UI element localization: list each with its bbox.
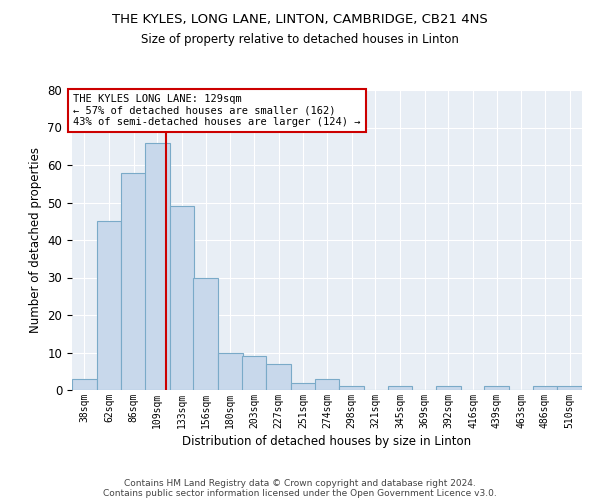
Bar <box>145 142 170 390</box>
Text: Size of property relative to detached houses in Linton: Size of property relative to detached ho… <box>141 32 459 46</box>
Bar <box>266 364 291 390</box>
Bar <box>340 386 364 390</box>
Bar <box>72 379 97 390</box>
Bar <box>242 356 266 390</box>
Text: Contains public sector information licensed under the Open Government Licence v3: Contains public sector information licen… <box>103 488 497 498</box>
Bar <box>97 221 121 390</box>
Text: THE KYLES, LONG LANE, LINTON, CAMBRIDGE, CB21 4NS: THE KYLES, LONG LANE, LINTON, CAMBRIDGE,… <box>112 12 488 26</box>
Bar <box>484 386 509 390</box>
Bar <box>193 278 218 390</box>
Bar <box>557 386 582 390</box>
Y-axis label: Number of detached properties: Number of detached properties <box>29 147 42 333</box>
Bar <box>291 382 316 390</box>
Text: THE KYLES LONG LANE: 129sqm
← 57% of detached houses are smaller (162)
43% of se: THE KYLES LONG LANE: 129sqm ← 57% of det… <box>73 94 361 127</box>
Bar <box>314 379 340 390</box>
X-axis label: Distribution of detached houses by size in Linton: Distribution of detached houses by size … <box>182 435 472 448</box>
Text: Contains HM Land Registry data © Crown copyright and database right 2024.: Contains HM Land Registry data © Crown c… <box>124 478 476 488</box>
Bar <box>533 386 557 390</box>
Bar <box>218 352 242 390</box>
Bar <box>121 172 146 390</box>
Bar <box>170 206 194 390</box>
Bar <box>388 386 412 390</box>
Bar <box>436 386 461 390</box>
